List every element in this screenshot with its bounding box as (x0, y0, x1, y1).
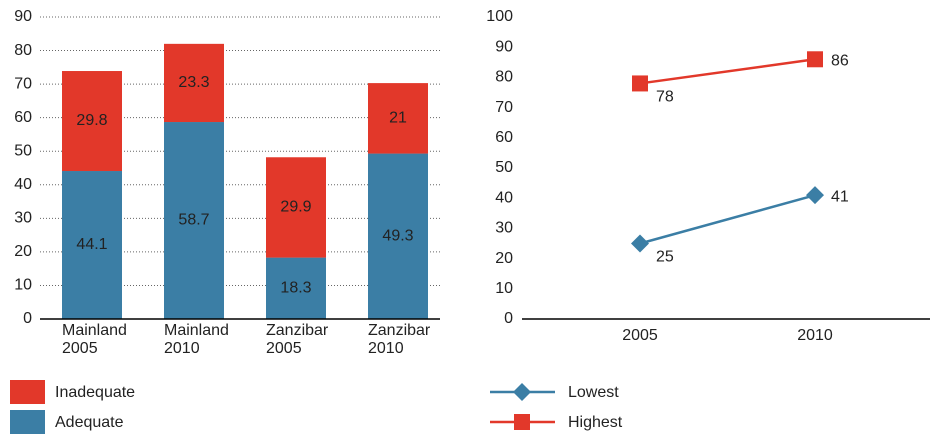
y-tick-label: 50 (14, 142, 32, 159)
value-label: 78 (656, 89, 674, 106)
value-label: 21 (389, 110, 407, 127)
value-label: 23.3 (178, 74, 209, 91)
y-tick-label: 70 (14, 75, 32, 92)
bar-segment (368, 83, 428, 154)
legend-label: Inadequate (55, 384, 135, 401)
value-label: 58.7 (178, 212, 209, 229)
legend-swatch (10, 380, 45, 404)
x-tick-label: 2005 (622, 327, 658, 344)
y-tick-label: 20 (495, 250, 513, 267)
value-label: 25 (656, 249, 674, 266)
y-tick-label: 0 (23, 310, 32, 327)
legend-marker (513, 383, 531, 401)
y-tick-label: 10 (495, 280, 513, 297)
value-label: 29.8 (76, 112, 107, 129)
line (639, 58, 816, 85)
marker (806, 186, 824, 205)
legend-label: Lowest (568, 384, 619, 401)
y-tick-label: 50 (495, 159, 513, 176)
y-tick-label: 30 (495, 220, 513, 237)
x-tick-label: Mainland 2010 (164, 322, 229, 357)
legend-label: Adequate (55, 414, 124, 431)
value-label: 18.3 (280, 280, 311, 297)
y-tick-label: 40 (495, 189, 513, 206)
x-tick-label: 2010 (797, 327, 833, 344)
y-tick-label: 80 (14, 42, 32, 59)
marker (807, 51, 823, 68)
y-tick-label: 80 (495, 69, 513, 86)
legend-marker (514, 414, 530, 430)
bar-segment (368, 153, 428, 319)
bar-segment (62, 71, 122, 172)
y-tick-label: 10 (14, 277, 32, 294)
bar-segment (62, 171, 122, 319)
y-tick-label: 30 (14, 210, 32, 227)
y-tick-label: 70 (495, 99, 513, 116)
y-tick-label: 40 (14, 176, 32, 193)
y-tick-label: 60 (14, 109, 32, 126)
value-label: 41 (831, 188, 849, 205)
y-tick-label: 60 (495, 129, 513, 146)
marker (632, 75, 648, 92)
x-tick-label: Mainland 2005 (62, 322, 127, 357)
legend-swatch (10, 410, 45, 434)
y-tick-label: 90 (14, 8, 32, 25)
y-tick-label: 20 (14, 243, 32, 260)
y-tick-label: 100 (486, 8, 513, 25)
y-tick-label: 90 (495, 38, 513, 55)
x-tick-label: Zanzibar 2005 (266, 322, 329, 357)
bar-segment (266, 157, 326, 258)
bar-segment (266, 257, 326, 319)
value-label: 86 (831, 52, 849, 69)
x-tick-label: Zanzibar 2010 (368, 322, 431, 357)
bar-segment (164, 43, 224, 123)
marker (631, 234, 649, 253)
bar-segment (164, 122, 224, 319)
legend-label: Highest (568, 414, 623, 431)
value-label: 29.9 (280, 199, 311, 216)
line (639, 193, 816, 245)
value-label: 49.3 (382, 228, 413, 245)
y-tick-label: 0 (504, 310, 513, 327)
value-label: 44.1 (76, 236, 107, 253)
